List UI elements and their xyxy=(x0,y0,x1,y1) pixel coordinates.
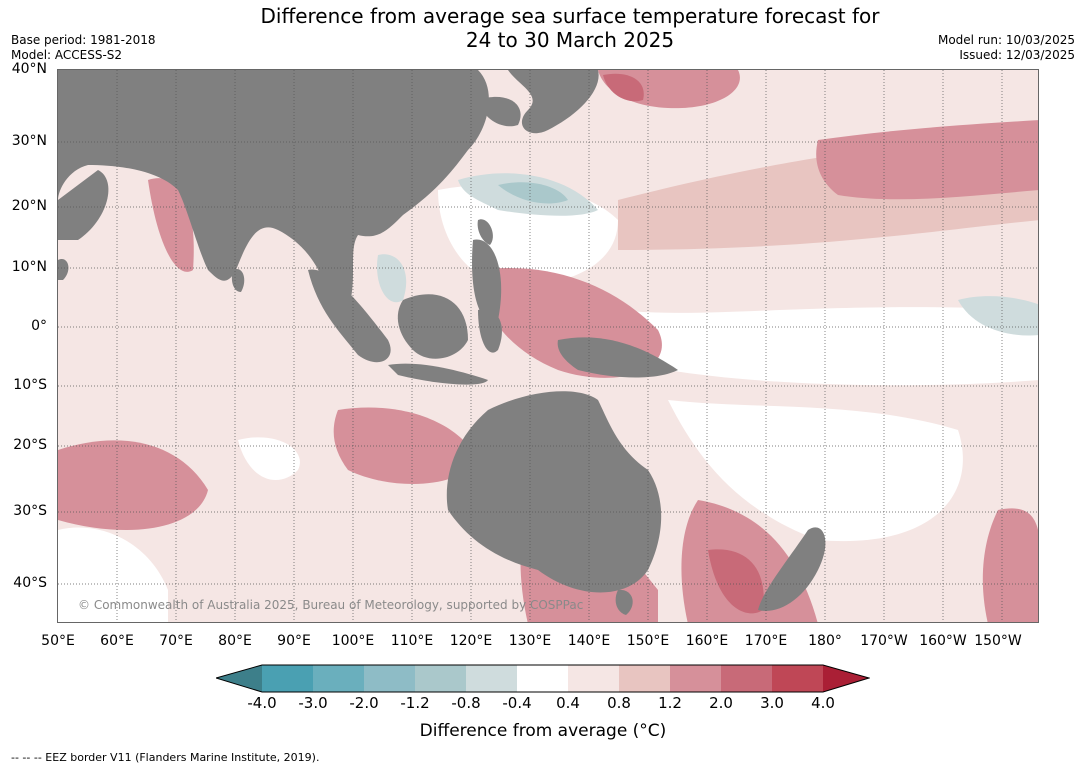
colorbar-tick-6: 0.4 xyxy=(556,694,580,712)
eez-footnote: -- -- -- EEZ border V11 (Flanders Marine… xyxy=(11,751,320,764)
lon-label-150e: 150°E xyxy=(626,633,670,649)
colorbar-tick-11: 4.0 xyxy=(811,694,835,712)
anomaly-warm-west-australia xyxy=(333,407,478,484)
land-japan xyxy=(508,70,599,134)
anomaly-neutral-equatorial xyxy=(618,307,1038,386)
copyright-notice: © Commonwealth of Australia 2025, Bureau… xyxy=(78,598,584,612)
colorbar-tick-3: -1.2 xyxy=(400,694,430,712)
lat-label-30n: 30°N xyxy=(11,133,47,149)
map-title: Difference from average sea surface temp… xyxy=(0,4,1085,52)
lat-label-30s: 30°S xyxy=(13,503,47,519)
land-philippines xyxy=(472,239,502,322)
sst-anomaly-map xyxy=(57,69,1039,623)
colorbar-segment-0 xyxy=(216,665,262,692)
lon-label-110e: 110°E xyxy=(390,633,434,649)
lon-label-180: 180° xyxy=(808,633,842,649)
colorbar-tick-5: -0.4 xyxy=(502,694,532,712)
colorbar-segment-5 xyxy=(466,665,517,692)
anomaly-warm-south-indian xyxy=(58,440,208,530)
lon-label-70e: 70°E xyxy=(159,633,193,649)
title-line-2: 24 to 30 March 2025 xyxy=(465,28,675,52)
lon-label-130e: 130°E xyxy=(508,633,552,649)
colorbar-segment-1 xyxy=(262,665,313,692)
land-new-zealand xyxy=(758,527,826,611)
lat-label-0: 0° xyxy=(31,318,47,334)
graticule xyxy=(58,70,1038,622)
colorbar xyxy=(216,664,870,693)
anomaly-warm-arabian-sea xyxy=(148,178,194,272)
meta-left: Base period: 1981-2018 Model: ACCESS-S2 xyxy=(11,33,156,63)
anomaly-cool-east-pacific xyxy=(958,296,1038,336)
lon-label-80e: 80°E xyxy=(218,633,252,649)
land-africa-horn xyxy=(58,259,69,280)
colorbar-tick-8: 1.2 xyxy=(658,694,682,712)
anomaly-warm-kuroshio-core xyxy=(603,73,644,102)
colorbar-segment-8 xyxy=(619,665,670,692)
land-tasmania xyxy=(615,589,633,615)
colorbar-segment-6 xyxy=(517,665,568,692)
colorbar-tick-4: -0.8 xyxy=(451,694,481,712)
lon-label-60e: 60°E xyxy=(100,633,134,649)
lat-label-20s: 20°S xyxy=(13,437,47,453)
colorbar-segment-4 xyxy=(415,665,466,692)
lat-label-10s: 10°S xyxy=(13,377,47,393)
colorbar-tick-10: 3.0 xyxy=(760,694,784,712)
lon-label-140e: 140°E xyxy=(567,633,611,649)
model-run: Model run: 10/03/2025 xyxy=(937,33,1075,47)
land-arabia xyxy=(58,170,109,240)
anomaly-cool-core xyxy=(498,182,568,204)
colorbar-segment-9 xyxy=(670,665,721,692)
anomaly-warm-tasman-core xyxy=(708,549,764,614)
colorbar-outline xyxy=(216,664,870,693)
land-sulawesi xyxy=(478,309,502,353)
lon-label-120e: 120°E xyxy=(449,633,493,649)
land-java xyxy=(388,363,488,385)
colorbar-tick-1: -3.0 xyxy=(298,694,328,712)
colorbar-segment-10 xyxy=(721,665,772,692)
anomaly-warm-north-pacific-core xyxy=(816,120,1038,200)
land-masses xyxy=(58,70,826,615)
lat-label-20n: 20°N xyxy=(11,198,47,214)
colorbar-segment-3 xyxy=(364,665,415,692)
colorbar-segment-2 xyxy=(313,665,364,692)
colorbar-tick-7: 0.8 xyxy=(607,694,631,712)
colorbar-tick-9: 2.0 xyxy=(709,694,733,712)
colorbar-segment-11 xyxy=(772,665,823,692)
lon-label-170w: 170°W xyxy=(860,633,908,649)
anomaly-neutral-southwest xyxy=(58,527,168,622)
lat-label-40s: 40°S xyxy=(13,575,47,591)
model-name: Model: ACCESS-S2 xyxy=(11,48,123,62)
lat-label-40n: 40°N xyxy=(11,61,47,77)
land-borneo xyxy=(397,294,468,359)
lon-label-160w: 160°W xyxy=(919,633,967,649)
anomaly-warm-southeast xyxy=(982,508,1038,622)
colorbar-segment-7 xyxy=(568,665,619,692)
colorbar-title: Difference from average (°C) xyxy=(419,721,667,741)
land-taiwan xyxy=(477,219,493,245)
lon-label-170e: 170°E xyxy=(744,633,788,649)
land-asia xyxy=(58,70,489,314)
lon-label-150w: 150°W xyxy=(974,633,1022,649)
meta-right: Model run: 10/03/2025 Issued: 12/03/2025 xyxy=(938,33,1075,63)
lon-label-160e: 160°E xyxy=(685,633,729,649)
anomaly-neutral-patch xyxy=(238,437,300,480)
anomaly-neutral-south-pacific xyxy=(668,400,963,542)
colorbar-segment-12 xyxy=(823,665,869,692)
base-period: Base period: 1981-2018 xyxy=(11,33,156,47)
land-australia xyxy=(446,391,662,593)
lon-label-100e: 100°E xyxy=(331,633,375,649)
colorbar-tick-2: -2.0 xyxy=(349,694,379,712)
colorbar-tick-0: -4.0 xyxy=(247,694,277,712)
anomaly-cool-south-china-sea xyxy=(377,254,407,303)
issued-date: Issued: 12/03/2025 xyxy=(959,48,1075,62)
lat-label-10n: 10°N xyxy=(11,259,47,275)
land-sumatra xyxy=(308,269,391,363)
lon-label-50e: 50°E xyxy=(41,633,75,649)
lon-label-90e: 90°E xyxy=(277,633,311,649)
land-korea xyxy=(478,96,521,127)
map-svg xyxy=(58,70,1038,622)
title-line-1: Difference from average sea surface temp… xyxy=(260,4,880,28)
